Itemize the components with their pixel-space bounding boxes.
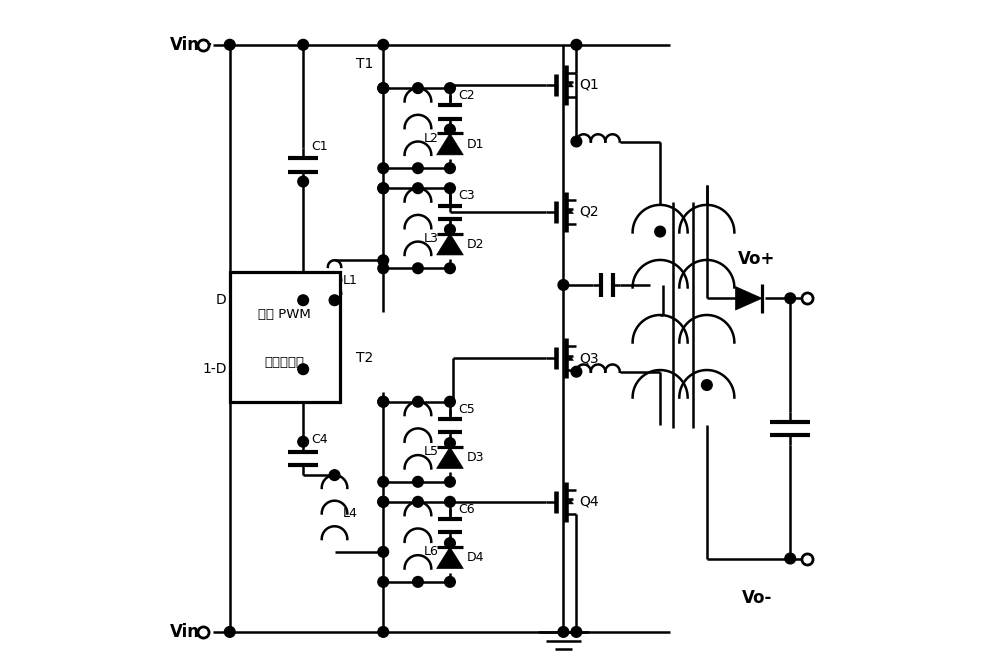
Polygon shape	[567, 209, 573, 214]
Text: 信号发生器: 信号发生器	[265, 356, 305, 369]
Polygon shape	[437, 133, 463, 155]
Text: Q1: Q1	[579, 78, 599, 92]
Circle shape	[445, 397, 455, 407]
Text: Vin+: Vin+	[170, 36, 214, 54]
Circle shape	[571, 136, 582, 147]
Polygon shape	[437, 234, 463, 255]
Circle shape	[413, 496, 423, 507]
Circle shape	[378, 83, 389, 94]
Circle shape	[445, 183, 455, 194]
Circle shape	[224, 40, 235, 50]
Circle shape	[378, 183, 389, 194]
Text: Vo-: Vo-	[742, 588, 772, 606]
Text: 互补 PWM: 互补 PWM	[258, 308, 311, 321]
Text: Q3: Q3	[579, 351, 599, 365]
Text: 1-D: 1-D	[202, 362, 226, 376]
Circle shape	[378, 40, 389, 50]
Circle shape	[298, 295, 309, 306]
Circle shape	[413, 576, 423, 587]
Circle shape	[785, 553, 796, 564]
Circle shape	[378, 496, 389, 507]
Circle shape	[413, 397, 423, 407]
Text: D3: D3	[467, 452, 484, 464]
Circle shape	[329, 470, 340, 480]
Circle shape	[413, 163, 423, 174]
Circle shape	[413, 476, 423, 487]
Circle shape	[702, 380, 712, 391]
Circle shape	[378, 626, 389, 637]
Circle shape	[378, 83, 389, 94]
Circle shape	[445, 163, 455, 174]
Circle shape	[445, 538, 455, 549]
Text: C4: C4	[311, 433, 328, 446]
Text: Q4: Q4	[579, 495, 599, 509]
Circle shape	[329, 295, 340, 306]
Text: D: D	[216, 293, 226, 308]
Text: L3: L3	[423, 232, 438, 245]
Text: L2: L2	[423, 132, 438, 145]
Polygon shape	[567, 499, 573, 504]
Circle shape	[655, 226, 665, 237]
Circle shape	[378, 496, 389, 507]
Text: L6: L6	[423, 545, 438, 558]
Circle shape	[445, 438, 455, 448]
Circle shape	[378, 183, 389, 194]
Circle shape	[378, 576, 389, 587]
Polygon shape	[437, 447, 463, 468]
Circle shape	[445, 576, 455, 587]
Circle shape	[298, 40, 309, 50]
Text: L1: L1	[343, 274, 357, 287]
Circle shape	[571, 40, 582, 50]
Circle shape	[558, 626, 569, 637]
Circle shape	[378, 397, 389, 407]
Polygon shape	[567, 356, 573, 360]
Text: C3: C3	[458, 189, 475, 202]
Text: C1: C1	[311, 140, 328, 153]
Circle shape	[571, 626, 582, 637]
Circle shape	[445, 263, 455, 273]
Text: D4: D4	[467, 551, 484, 564]
Circle shape	[445, 476, 455, 487]
Circle shape	[298, 436, 309, 447]
Text: Vin-: Vin-	[170, 623, 207, 641]
Circle shape	[445, 224, 455, 235]
Text: Q2: Q2	[579, 204, 599, 218]
Circle shape	[298, 176, 309, 187]
Circle shape	[378, 397, 389, 407]
Circle shape	[378, 163, 389, 174]
Circle shape	[378, 263, 389, 273]
Circle shape	[378, 255, 389, 265]
Circle shape	[298, 364, 309, 375]
Text: L5: L5	[423, 446, 438, 458]
Text: T1: T1	[356, 58, 373, 72]
Text: Vo+: Vo+	[738, 251, 776, 268]
Text: C2: C2	[458, 89, 475, 102]
Circle shape	[378, 476, 389, 487]
Polygon shape	[567, 82, 573, 87]
Circle shape	[378, 547, 389, 557]
Circle shape	[224, 626, 235, 637]
Circle shape	[785, 293, 796, 304]
Polygon shape	[437, 547, 463, 569]
Circle shape	[558, 279, 569, 290]
Text: C6: C6	[458, 502, 475, 516]
Polygon shape	[736, 287, 762, 310]
Text: C5: C5	[458, 403, 475, 415]
Circle shape	[445, 496, 455, 507]
Text: D2: D2	[467, 238, 484, 251]
FancyBboxPatch shape	[230, 271, 340, 402]
Text: T2: T2	[356, 351, 373, 365]
Text: D1: D1	[467, 137, 484, 151]
Circle shape	[571, 366, 582, 377]
Circle shape	[413, 263, 423, 273]
Circle shape	[445, 83, 455, 94]
Circle shape	[413, 83, 423, 94]
Circle shape	[445, 124, 455, 135]
Circle shape	[413, 183, 423, 194]
Text: L4: L4	[343, 507, 357, 520]
